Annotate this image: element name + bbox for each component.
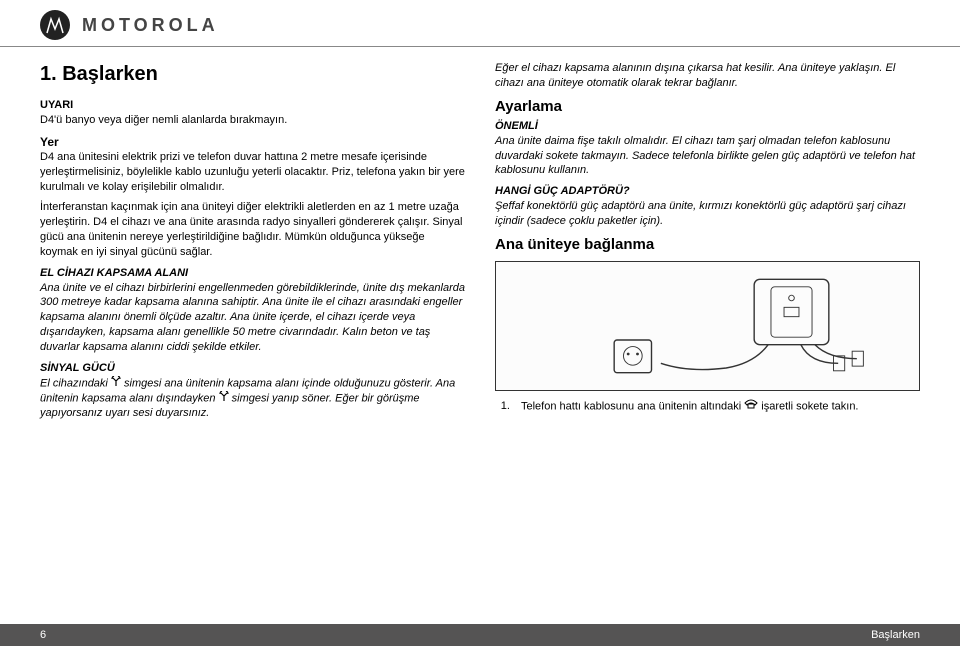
onemli-text: Ana ünite daima fişe takılı olmalıdır. E… [495, 134, 920, 179]
warning-label: UYARI [40, 98, 465, 113]
antenna-icon [111, 376, 121, 391]
onemli-label: ÖNEMLİ [495, 119, 920, 134]
top-italic: Eğer el cihazı kapsama alanının dışına ç… [495, 61, 920, 91]
hangi-text: Şeffaf konektörlü güç adaptörü ana ünite… [495, 199, 920, 229]
content: 1. Başlarken UYARI D4'ü banyo veya diğer… [0, 47, 960, 427]
yer-label: Yer [40, 134, 465, 150]
warning-text: D4'ü banyo veya diğer nemli alanlarda bı… [40, 113, 465, 128]
footer: 6 Başlarken [0, 624, 960, 646]
phone-icon [744, 399, 758, 414]
left-column: 1. Başlarken UYARI D4'ü banyo veya diğer… [40, 61, 465, 427]
section-heading: 1. Başlarken [40, 61, 465, 88]
ayarlama-heading: Ayarlama [495, 97, 920, 117]
antenna-icon [219, 391, 229, 406]
step-1: Telefon hattı kablosunu ana ünitenin alt… [513, 399, 920, 414]
header: MOTOROLA [0, 0, 960, 47]
step1-b: işaretli sokete takın. [761, 400, 858, 412]
right-column: Eğer el cihazı kapsama alanının dışına ç… [495, 61, 920, 427]
sinyal-label: SİNYAL GÜCÜ [40, 361, 465, 376]
yer-p2: İnterferanstan kaçınmak için ana üniteyi… [40, 200, 465, 259]
anaunite-heading: Ana üniteye bağlanma [495, 235, 920, 255]
footer-title: Başlarken [871, 629, 920, 641]
yer-p1: D4 ana ünitesini elektrik prizi ve telef… [40, 150, 465, 195]
steps-list: Telefon hattı kablosunu ana ünitenin alt… [495, 399, 920, 414]
connection-diagram [495, 261, 920, 391]
step1-a: Telefon hattı kablosunu ana ünitenin alt… [521, 400, 744, 412]
hangi-label: HANGİ GÜÇ ADAPTÖRÜ? [495, 184, 920, 199]
sinyal-a: El cihazındaki [40, 377, 111, 389]
motorola-logo-icon [40, 10, 70, 40]
sinyal-text: El cihazındaki simgesi ana ünitenin kaps… [40, 376, 465, 421]
elcihazi-text: Ana ünite ve el cihazı birbirlerini enge… [40, 281, 465, 355]
brand-text: MOTOROLA [82, 15, 219, 36]
elcihazi-label: EL CİHAZI KAPSAMA ALANI [40, 266, 465, 281]
page-number: 6 [40, 629, 46, 641]
